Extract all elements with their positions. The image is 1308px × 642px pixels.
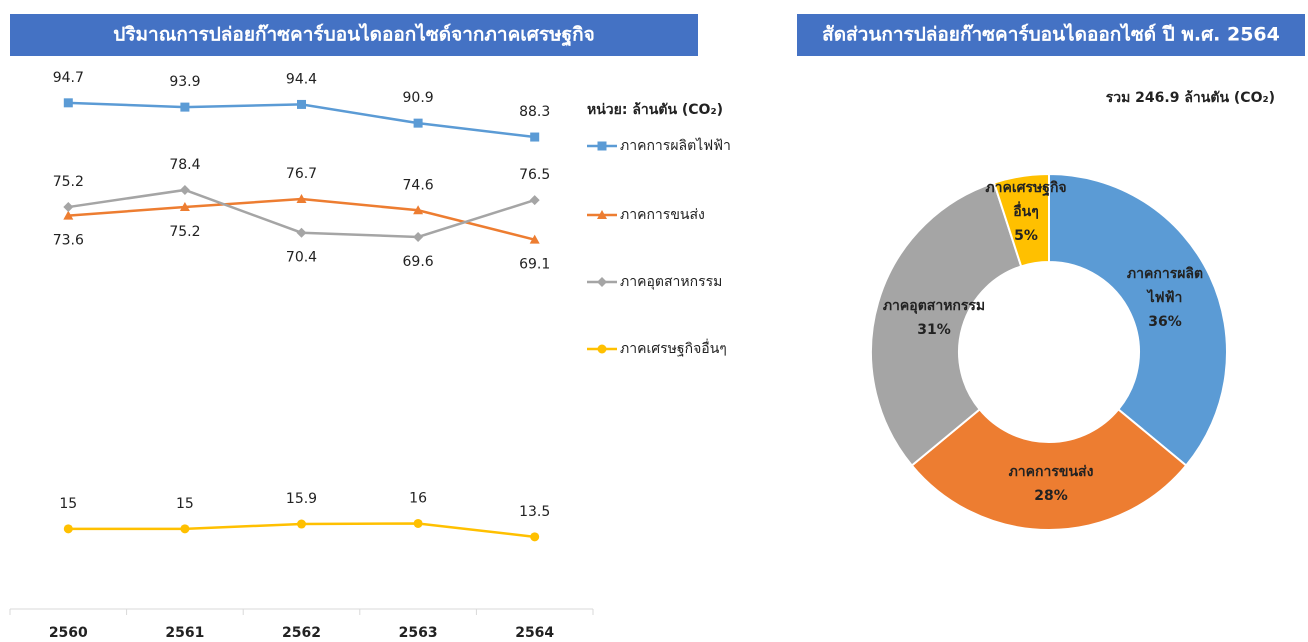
x-tick-label: 2562 — [282, 625, 321, 641]
slice-label: ภาคอุตสาหกรรม — [883, 298, 985, 314]
data-label: 74.6 — [403, 177, 434, 193]
legend-label: ภาคอุตสาหกรรม — [620, 274, 722, 290]
marker — [597, 141, 607, 151]
data-label: 70.4 — [286, 250, 317, 266]
slice-label: ไฟฟ้า — [1146, 288, 1183, 306]
marker — [180, 524, 190, 534]
marker — [529, 195, 540, 206]
data-label: 69.1 — [519, 257, 550, 273]
marker — [63, 524, 73, 534]
marker — [413, 518, 423, 528]
x-tick-label: 2560 — [49, 625, 88, 641]
subtitle: รวม 246.9 ล้านตัน (CO₂) — [1106, 90, 1275, 106]
marker — [597, 277, 607, 287]
donut-slice — [992, 172, 1050, 268]
marker — [597, 210, 607, 219]
slice-value: 28% — [1034, 488, 1068, 504]
data-label: 75.2 — [169, 224, 200, 240]
marker — [413, 118, 423, 128]
data-label: 93.9 — [169, 74, 200, 90]
x-tick-label: 2564 — [515, 625, 554, 641]
data-label: 15.9 — [286, 491, 317, 507]
donut-slice — [870, 181, 1023, 467]
data-label: 90.9 — [403, 90, 434, 106]
title-bar — [10, 14, 698, 56]
chart-title: สัดส่วนการปล่อยก๊าซคาร์บอนไดออกไซด์ ปี พ… — [822, 23, 1280, 46]
slice-label: ภาคการขนส่ง — [1009, 464, 1094, 480]
marker — [413, 231, 424, 242]
data-label: 16 — [409, 490, 427, 506]
slice-label: ภาคการผลิต — [1127, 266, 1203, 282]
data-label: 75.2 — [53, 174, 84, 190]
data-label: 76.5 — [519, 167, 550, 183]
data-label: 69.6 — [403, 254, 434, 270]
x-tick-label: 2561 — [165, 625, 204, 641]
legend-label: ภาคการผลิตไฟฟ้า — [620, 137, 731, 154]
data-label: 78.4 — [169, 157, 200, 173]
marker — [63, 98, 73, 108]
slice-label: อื่นๆ — [1013, 201, 1039, 220]
chart-title: ปริมาณการปล่อยก๊าซคาร์บอนไดออกไซด์จากภาค… — [113, 23, 594, 48]
marker — [180, 102, 190, 112]
data-label: 15 — [59, 496, 77, 512]
marker — [297, 99, 306, 109]
legend-label: ภาคเศรษฐกิจอื่นๆ — [620, 339, 727, 357]
title-bar — [797, 14, 1305, 56]
marker — [179, 202, 190, 212]
marker — [296, 227, 307, 238]
data-label: 15 — [176, 496, 194, 512]
legend-label: ภาคการขนส่ง — [620, 207, 705, 223]
donut-slice — [1048, 172, 1228, 467]
donut-slice — [910, 407, 1188, 531]
marker — [296, 194, 307, 204]
marker — [597, 344, 607, 354]
data-label: 13.5 — [519, 504, 550, 520]
marker — [179, 184, 190, 195]
unit-label: หน่วย: ล้านตัน (CO₂) — [587, 102, 723, 118]
data-label: 94.4 — [286, 71, 317, 87]
marker — [530, 532, 540, 542]
slice-value: 5% — [1014, 228, 1038, 244]
data-label: 88.3 — [519, 104, 550, 120]
x-tick-label: 2563 — [399, 625, 438, 641]
marker — [529, 234, 540, 244]
slice-label: ภาคเศรษฐกิจ — [985, 180, 1066, 197]
marker — [413, 205, 424, 215]
marker — [63, 210, 74, 220]
data-label: 94.7 — [53, 70, 84, 86]
marker — [530, 132, 540, 142]
data-label: 76.7 — [286, 166, 317, 182]
marker — [297, 519, 306, 529]
slice-value: 36% — [1148, 314, 1182, 330]
data-label: 73.6 — [53, 233, 84, 249]
marker — [63, 202, 74, 213]
slice-value: 31% — [917, 322, 951, 338]
